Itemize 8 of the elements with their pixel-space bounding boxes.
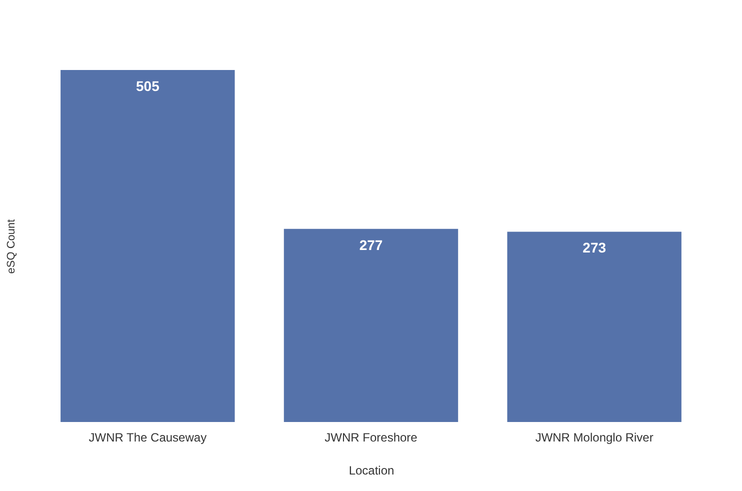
x-axis-title: Location: [348, 464, 394, 478]
y-axis-title: eSQ Count: [6, 219, 18, 274]
x-tick-label: JWNR The Causeway: [88, 430, 207, 444]
data-label: 273: [582, 240, 606, 256]
data-label: 277: [359, 236, 383, 253]
x-tick-label: JWNR Molonglo River: [535, 430, 654, 444]
x-tick-label: JWNR Foreshore: [324, 430, 418, 444]
data-label: 505: [136, 78, 160, 94]
